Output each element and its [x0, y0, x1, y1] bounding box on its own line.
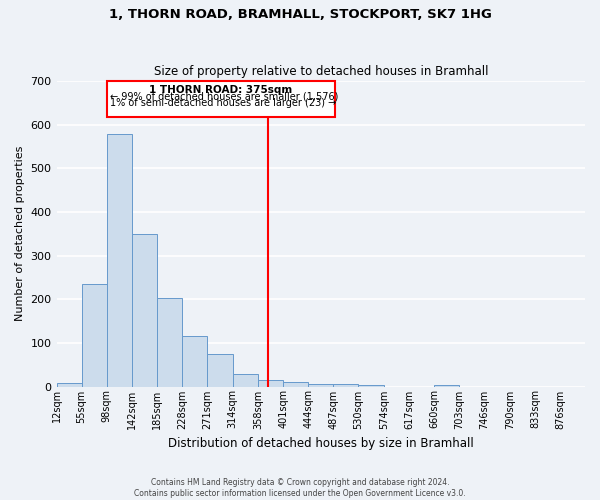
Bar — [107, 81, 335, 117]
Bar — [107, 134, 132, 386]
Bar — [208, 354, 233, 386]
Text: ← 99% of detached houses are smaller (1,576): ← 99% of detached houses are smaller (1,… — [110, 92, 338, 102]
Bar — [283, 382, 308, 386]
Bar — [233, 374, 258, 386]
Bar — [358, 385, 384, 386]
Bar — [434, 385, 459, 386]
Text: Contains HM Land Registry data © Crown copyright and database right 2024.
Contai: Contains HM Land Registry data © Crown c… — [134, 478, 466, 498]
Bar — [56, 384, 82, 386]
Text: 1, THORN ROAD, BRAMHALL, STOCKPORT, SK7 1HG: 1, THORN ROAD, BRAMHALL, STOCKPORT, SK7 … — [109, 8, 491, 20]
Bar — [258, 380, 283, 386]
Y-axis label: Number of detached properties: Number of detached properties — [15, 146, 25, 322]
Text: 1 THORN ROAD: 375sqm: 1 THORN ROAD: 375sqm — [149, 84, 292, 94]
Bar — [132, 234, 157, 386]
Bar — [157, 298, 182, 386]
X-axis label: Distribution of detached houses by size in Bramhall: Distribution of detached houses by size … — [168, 437, 473, 450]
Text: 1% of semi-detached houses are larger (23) →: 1% of semi-detached houses are larger (2… — [110, 98, 337, 108]
Title: Size of property relative to detached houses in Bramhall: Size of property relative to detached ho… — [154, 66, 488, 78]
Bar — [82, 284, 107, 386]
Bar — [333, 384, 358, 386]
Bar — [308, 384, 333, 386]
Bar — [182, 336, 208, 386]
